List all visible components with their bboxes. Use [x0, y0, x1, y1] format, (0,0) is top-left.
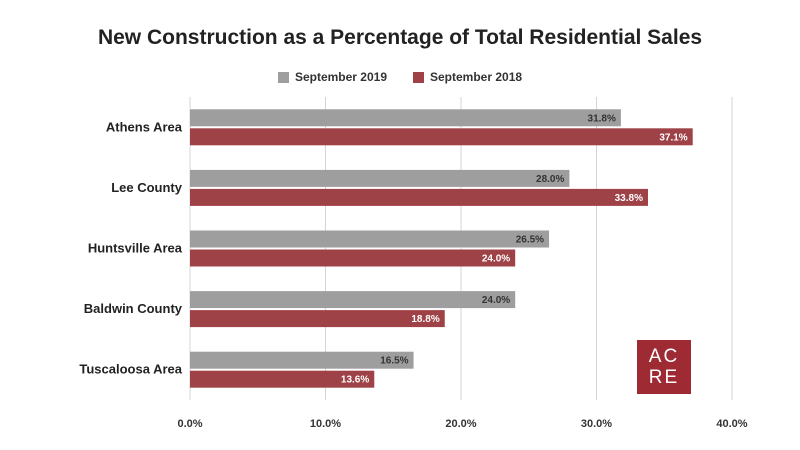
- bar-lee-county-september-2018: [190, 188, 648, 206]
- bar-huntsville-area-september-2019: [190, 230, 550, 248]
- data-label-lee-county-september-2018: 33.8%: [615, 193, 643, 204]
- data-label-athens-area-september-2019: 31.8%: [588, 113, 616, 124]
- data-label-tuscaloosa-area-september-2018: 13.6%: [341, 375, 369, 386]
- x-tick-label-40-0: 40.0%: [716, 418, 747, 430]
- bar-tuscaloosa-area-september-2019: [190, 351, 414, 369]
- x-tick-label-20-0: 20.0%: [445, 418, 476, 430]
- legend-swatch-september-2019: [277, 71, 289, 83]
- x-tick-label-10-0: 10.0%: [310, 418, 341, 430]
- data-label-huntsville-area-september-2018: 24.0%: [482, 254, 510, 265]
- category-label-lee-county: Lee County: [111, 180, 183, 195]
- data-label-baldwin-county-september-2018: 18.8%: [411, 314, 439, 325]
- bar-athens-area-september-2018: [190, 128, 693, 146]
- category-label-athens-area: Athens Area: [106, 119, 183, 134]
- x-tick-label-30-0: 30.0%: [581, 418, 612, 430]
- legend-item-september-2019: September 2019: [277, 70, 387, 84]
- bar-athens-area-september-2019: [190, 109, 621, 127]
- chart-title: New Construction as a Percentage of Tota…: [97, 26, 703, 49]
- data-label-athens-area-september-2018: 37.1%: [659, 132, 687, 143]
- x-tick-label-0-0: 0.0%: [177, 418, 202, 430]
- data-label-baldwin-county-september-2019: 24.0%: [482, 295, 510, 306]
- bar-tuscaloosa-area-september-2018: [190, 370, 375, 388]
- bar-baldwin-county-september-2019: [190, 291, 516, 309]
- acre-logo-line1: AC: [648, 346, 680, 367]
- legend-item-september-2018: September 2018: [413, 70, 522, 84]
- data-label-lee-county-september-2019: 28.0%: [536, 174, 564, 185]
- data-label-huntsville-area-september-2019: 26.5%: [516, 235, 544, 246]
- bar-huntsville-area-september-2018: [190, 249, 516, 267]
- bar-lee-county-september-2019: [190, 169, 570, 187]
- category-label-baldwin-county: Baldwin County: [84, 301, 183, 316]
- bar-baldwin-county-september-2018: [190, 310, 445, 328]
- legend: September 2019 September 2018: [0, 70, 800, 84]
- legend-swatch-september-2018: [413, 71, 424, 83]
- acre-logo-line2: RE: [648, 367, 680, 388]
- legend-label-september-2019: September 2019: [294, 70, 387, 84]
- acre-logo: AC RE: [637, 340, 691, 394]
- category-label-tuscaloosa-area: Tuscaloosa Area: [79, 362, 182, 377]
- legend-label-september-2018: September 2018: [430, 70, 523, 84]
- data-label-tuscaloosa-area-september-2019: 16.5%: [380, 356, 408, 367]
- category-label-huntsville-area: Huntsville Area: [88, 241, 183, 256]
